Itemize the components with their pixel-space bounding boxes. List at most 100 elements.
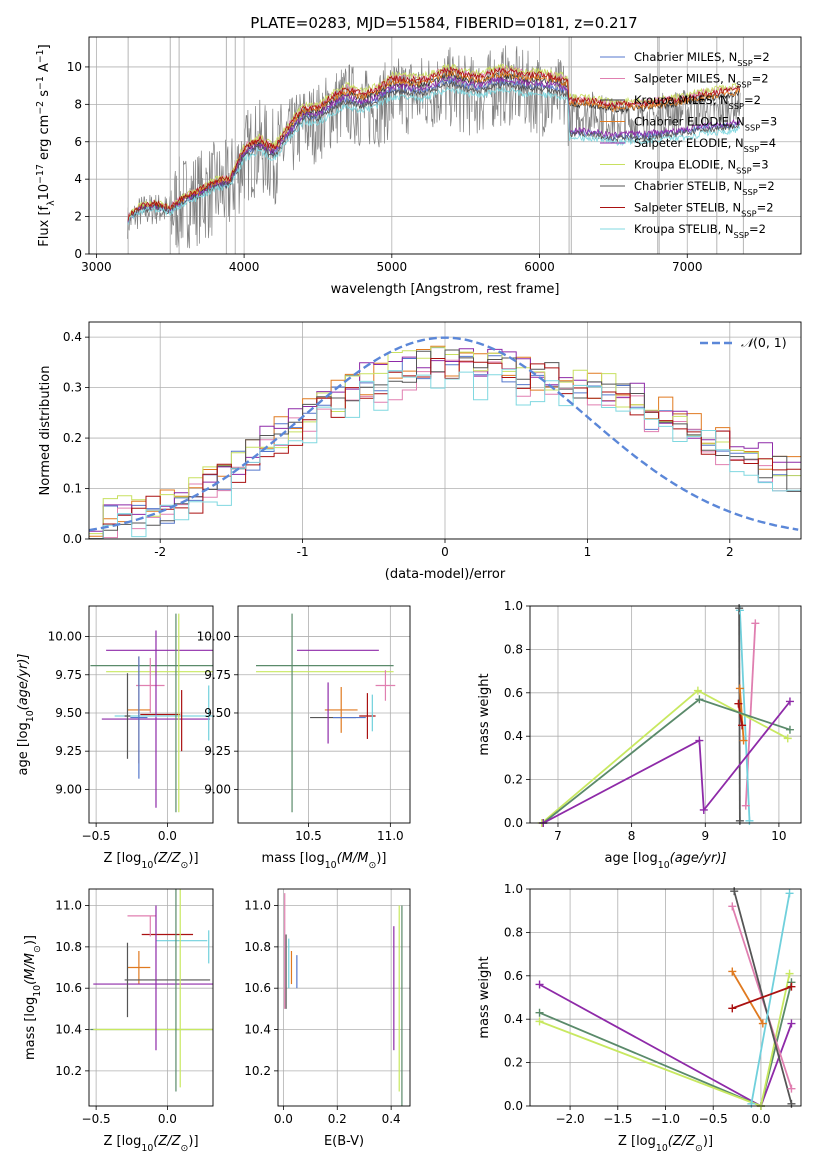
- y-axis-label-part: erg cm: [37, 115, 52, 164]
- y-tick-label: 0.4: [504, 729, 523, 743]
- plus-marker: [787, 1019, 796, 1028]
- plus-marker: [751, 619, 760, 628]
- x-axis-label: age [log10(age/yr)]: [605, 851, 727, 871]
- legend-entry-part: =4: [759, 136, 776, 150]
- y-tick-label: 9.25: [55, 744, 82, 758]
- plus-marker: [787, 982, 796, 991]
- legend-entry-part: =3: [752, 158, 769, 172]
- x-axis-label-part: ⊙: [181, 860, 189, 871]
- y-tick-label: 0.2: [63, 431, 82, 445]
- plus-marker: [738, 721, 747, 730]
- x-axis-label-part: E(B-V): [324, 1134, 364, 1149]
- weight-line: [539, 983, 793, 1106]
- y-axis-label-part: −1: [35, 49, 46, 63]
- y-axis-label: age [log10(age/yr)]: [16, 654, 36, 776]
- y-tick-label: 10.00: [197, 630, 231, 644]
- x-tick-label: 3000: [81, 260, 112, 274]
- panel-spectrum: 3000 4000 5000 6000 7000 0 2 4 6 8 10 Chabrier MILE…: [35, 36, 802, 297]
- legend-entry-part: =2: [758, 179, 775, 193]
- plus-marker: [728, 967, 737, 976]
- x-axis-label: Z [log10(Z/Z⊙)]: [103, 851, 198, 871]
- y-axis-label: Flux [fλ10−17 erg cm−2 s−1 A−1]: [35, 44, 57, 246]
- legend-entry-part: SSP: [736, 166, 751, 176]
- y-tick-label: 8: [74, 97, 82, 111]
- x-tick-label: 2: [726, 545, 734, 559]
- plus-marker: [699, 805, 708, 814]
- x-tick-label: 4000: [229, 260, 260, 274]
- plus-marker: [695, 695, 704, 704]
- y-axis-label-part: )]: [23, 935, 38, 945]
- y-tick-label: 1.0: [504, 882, 523, 896]
- y-tick-label: 10: [67, 60, 82, 74]
- legend-entry: Salpeter MILES, NSSP=2: [634, 72, 769, 90]
- y-axis-label-part: −2: [35, 101, 46, 115]
- y-tick-label: 0: [74, 247, 82, 261]
- x-tick-label: 7: [554, 829, 562, 843]
- y-tick-label: 9.00: [204, 782, 231, 796]
- legend-entry-part: SSP: [734, 230, 749, 240]
- plot-area: [89, 889, 213, 1106]
- y-tick-label: 10.6: [55, 981, 82, 995]
- y-axis-label: mass [log10(M/M⊙)]: [23, 935, 43, 1060]
- legend-entry-part: SSP: [744, 144, 759, 154]
- plus-marker: [785, 725, 794, 734]
- x-axis-label-part: 10: [325, 860, 337, 871]
- y-tick-label: 0.0: [504, 1099, 523, 1113]
- x-axis-label-part: (age/yr)]: [670, 851, 727, 866]
- figure-title: PLATE=0283, MJD=51584, FIBERID=0181, z=0…: [250, 14, 637, 32]
- y-tick-label: 0.3: [63, 381, 82, 395]
- legend-entry-part: SSP: [736, 80, 751, 90]
- y-axis-label-part: mass [log: [23, 997, 38, 1060]
- x-axis-label-part: wavelength [Angstrom, rest frame]: [331, 282, 560, 297]
- y-axis-label-part: Flux [f: [37, 205, 52, 246]
- model-chabrier_stelib: [127, 79, 740, 224]
- legend-entry: Chabrier MILES, NSSP=2: [634, 50, 770, 68]
- x-tick-label: 1: [584, 545, 592, 559]
- legend-entry-part: Salpeter MILES, N: [634, 72, 736, 86]
- legend-entry: Kroupa STELIB, NSSP=2: [634, 222, 766, 240]
- y-tick-label: 0.4: [504, 1012, 523, 1026]
- axes-frame: [529, 888, 802, 1107]
- x-tick-label: 0.0: [751, 1112, 770, 1126]
- plus-marker: [728, 1004, 737, 1013]
- axes-frame: [88, 36, 802, 255]
- panel-age_vs_mass: 10.5 11.0 9.00 9.25 9.50 9.75 10.00 mass [log10…: [197, 605, 411, 871]
- y-tick-label: 0.0: [504, 816, 523, 830]
- plus-marker: [535, 1008, 544, 1017]
- x-axis-label-part: )]: [188, 1134, 198, 1149]
- legend-entry-part: SSP: [737, 58, 752, 68]
- x-axis-label-part: 10: [141, 860, 153, 871]
- plot-area: [530, 889, 801, 1106]
- plus-marker: [739, 736, 748, 745]
- x-tick-label: 9: [701, 829, 709, 843]
- y-tick-label: 9.50: [204, 706, 231, 720]
- y-tick-label: 0.8: [504, 642, 523, 656]
- x-axis-label-part: 10: [658, 860, 670, 871]
- x-axis-label: (data-model)/error: [385, 567, 506, 582]
- x-axis-label-part: Z [log: [103, 1134, 141, 1149]
- legend-entry-part: SSP: [742, 187, 757, 197]
- y-tick-label: 2: [74, 210, 82, 224]
- y-axis-label-part: ⊙: [32, 945, 43, 953]
- y-tick-label: 6: [74, 135, 82, 149]
- y-tick-label: 10.8: [244, 940, 271, 954]
- x-axis-label: Z [log10(Z/Z⊙)]: [103, 1134, 198, 1154]
- weight-line: [542, 700, 791, 823]
- legend-entry-part: Salpeter STELIB, N: [634, 201, 741, 215]
- x-tick-label: −1.5: [603, 1112, 632, 1126]
- legend-entry-part: SSP: [729, 101, 744, 111]
- axes-frame: [277, 888, 411, 1107]
- x-axis-label-part: Z [log: [103, 851, 141, 866]
- y-axis-label-part: λ: [46, 200, 57, 206]
- x-axis-label-part: )]: [188, 851, 198, 866]
- legend-entry-part: =2: [749, 222, 766, 236]
- x-tick-label: −2.0: [556, 1112, 585, 1126]
- y-tick-label: 1.0: [504, 599, 523, 613]
- y-axis-label-part: mass weight: [477, 673, 492, 755]
- legend-entry-part: Kroupa MILES, N: [634, 93, 729, 107]
